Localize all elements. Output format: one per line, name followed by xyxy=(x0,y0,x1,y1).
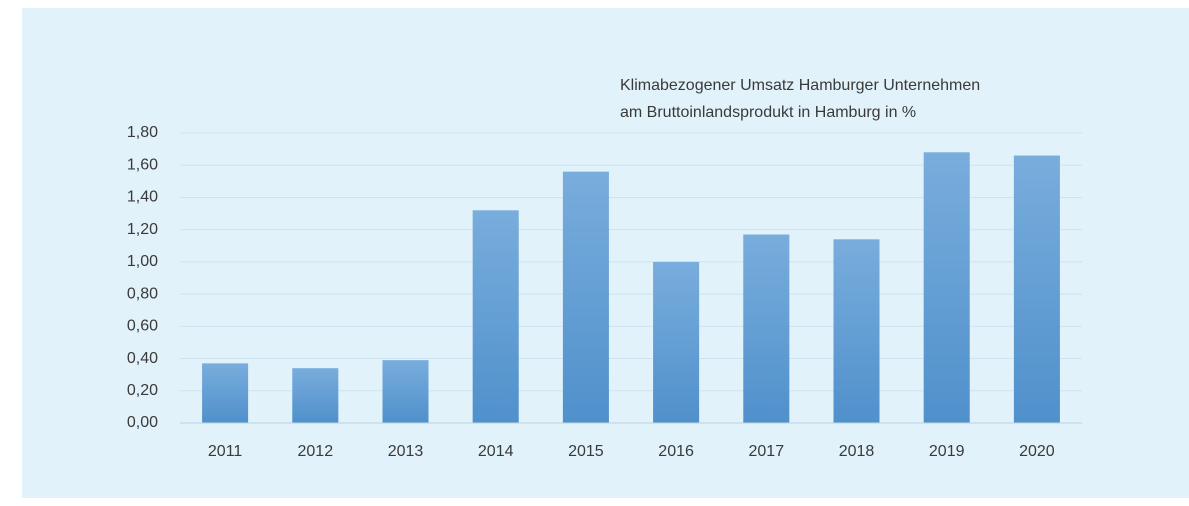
chart-title-line: Klimabezogener Umsatz Hamburger Unterneh… xyxy=(620,77,980,94)
y-tick-label: 1,60 xyxy=(127,156,158,173)
bar-shade xyxy=(472,210,519,423)
x-tick-label: 2017 xyxy=(749,443,785,460)
bar-shade xyxy=(382,360,429,423)
x-tick-label: 2019 xyxy=(929,443,965,460)
y-tick-label: 1,20 xyxy=(127,221,158,238)
y-tick-label: 1,40 xyxy=(127,189,158,206)
bar-shade xyxy=(923,152,970,424)
bar-shade xyxy=(562,171,609,423)
chart-title-line: am Bruttoinlandsprodukt in Hamburg in % xyxy=(620,104,916,121)
x-tick-label: 2012 xyxy=(298,443,334,460)
y-tick-label: 0,40 xyxy=(127,350,158,367)
x-tick-label: 2016 xyxy=(658,443,694,460)
bar-shade xyxy=(292,368,339,423)
x-tick-label: 2011 xyxy=(208,443,243,460)
y-tick-label: 1,00 xyxy=(127,253,158,270)
y-tick-label: 1,80 xyxy=(127,124,158,141)
y-tick-label: 0,00 xyxy=(127,414,158,431)
bar-shade xyxy=(743,234,790,423)
bar-shade xyxy=(653,261,700,423)
x-tick-label: 2018 xyxy=(839,443,875,460)
x-tick-label: 2020 xyxy=(1019,443,1055,460)
y-tick-label: 0,20 xyxy=(127,382,158,399)
x-tick-label: 2013 xyxy=(388,443,424,460)
y-tick-label: 0,60 xyxy=(127,318,158,335)
bar-shade xyxy=(202,363,249,423)
x-tick-label: 2015 xyxy=(568,443,604,460)
x-tick-label: 2014 xyxy=(478,443,514,460)
bar-shade xyxy=(1013,155,1060,424)
y-tick-label: 0,80 xyxy=(127,285,158,302)
bar-shade xyxy=(833,239,880,423)
